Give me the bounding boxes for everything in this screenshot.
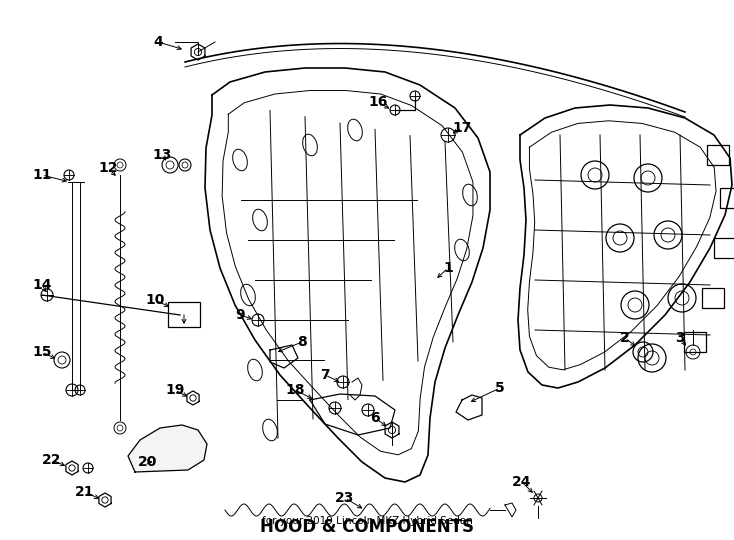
Bar [168, 302, 200, 327]
Text: 12: 12 [98, 161, 117, 175]
Bar [707, 145, 729, 165]
Text: 11: 11 [32, 168, 52, 182]
Text: for your 2019 Lincoln MKZ Hybrid Sedan: for your 2019 Lincoln MKZ Hybrid Sedan [261, 516, 473, 526]
Bar [684, 332, 706, 352]
Text: 24: 24 [512, 475, 531, 489]
Text: 13: 13 [153, 148, 172, 162]
Text: 3: 3 [675, 331, 685, 345]
Bar [702, 288, 724, 308]
Text: 21: 21 [76, 485, 95, 499]
Text: 14: 14 [32, 278, 52, 292]
Text: 5: 5 [495, 381, 505, 395]
Text: 16: 16 [368, 95, 388, 109]
Text: 23: 23 [335, 491, 355, 505]
Text: 8: 8 [297, 335, 307, 349]
Polygon shape [128, 425, 207, 472]
Text: 10: 10 [145, 293, 164, 307]
Text: 1: 1 [443, 261, 453, 275]
Text: 4: 4 [153, 35, 163, 49]
Text: 20: 20 [138, 455, 158, 469]
Text: 6: 6 [370, 411, 379, 425]
Text: 15: 15 [32, 345, 52, 359]
Text: 7: 7 [320, 368, 330, 382]
Bar [720, 188, 734, 208]
Text: 22: 22 [43, 453, 62, 467]
Text: 19: 19 [165, 383, 185, 397]
Bar [714, 238, 734, 258]
Text: 2: 2 [620, 331, 630, 345]
Text: 18: 18 [286, 383, 305, 397]
Text: 9: 9 [235, 308, 245, 322]
Text: 17: 17 [452, 121, 472, 135]
Text: HOOD & COMPONENTS: HOOD & COMPONENTS [260, 518, 474, 536]
